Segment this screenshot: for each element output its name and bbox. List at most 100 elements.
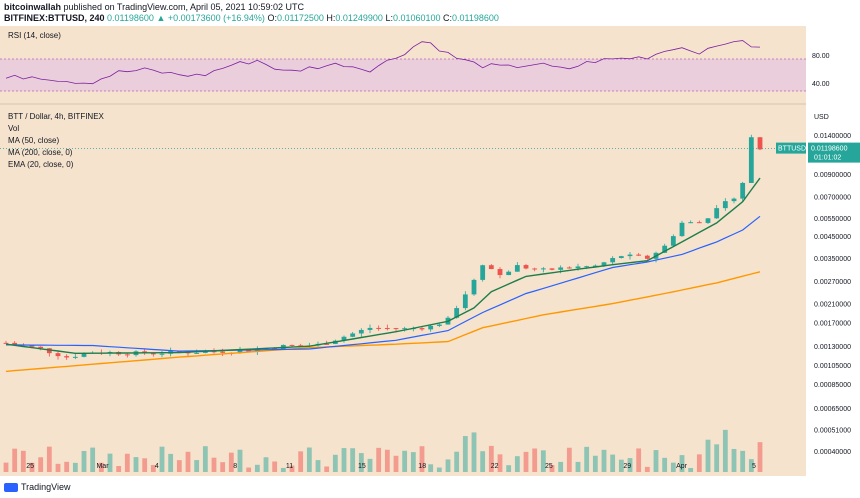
tradingview-logo-icon [4, 482, 18, 492]
candle-body [393, 328, 399, 330]
candle-body [610, 258, 616, 263]
candle-body [436, 324, 442, 326]
volume-bar [532, 448, 538, 472]
candle-body [64, 356, 70, 358]
candle-body [714, 208, 720, 219]
candle-body [194, 352, 200, 354]
candle-body [705, 218, 711, 223]
volume-bar [341, 448, 347, 472]
y-tick-label: 0.00700000 [814, 194, 851, 201]
publish-info: bitcoinwallah published on TradingView.c… [4, 2, 860, 12]
candle-body [150, 353, 156, 355]
volume-bar [523, 451, 529, 472]
candle-body [532, 268, 538, 270]
candle-body [722, 201, 728, 209]
volume-bar [38, 457, 44, 472]
volume-bar [176, 460, 182, 472]
volume-bar [29, 462, 35, 472]
volume-bar [306, 447, 312, 472]
y-tick-label: 0.01400000 [814, 133, 851, 140]
volume-bar [64, 461, 70, 472]
candle-body [324, 343, 330, 345]
candle-body [627, 254, 633, 257]
tradingview-footer[interactable]: TradingView [4, 482, 71, 492]
chart-background [0, 26, 806, 476]
candle-body [688, 222, 694, 224]
legend-vol: Vol [8, 124, 19, 133]
volume-bar [757, 442, 763, 472]
rsi-line [5, 40, 761, 85]
volume-bar [428, 464, 434, 472]
volume-bar [688, 467, 694, 472]
volume-bar [72, 462, 78, 472]
volume-bar [376, 447, 382, 472]
currency-label: USD [814, 114, 829, 121]
y-tick-label: 0.00130000 [814, 344, 851, 351]
legend-main: BTT / Dollar, 4h, BITFINEX [8, 112, 105, 121]
volume-bar [480, 451, 486, 472]
candle-body [246, 349, 252, 352]
volume-bar [12, 448, 18, 472]
y-tick-label: 0.00900000 [814, 172, 851, 179]
candle-body [454, 308, 460, 318]
badge-price-bg [808, 142, 860, 163]
symbol-bar: BITFINEX:BTTUSD, 240 0.01198600 ▲ +0.001… [4, 13, 860, 23]
candle-body [402, 328, 408, 330]
candle-body [46, 348, 52, 354]
volume-bar [159, 446, 165, 472]
volume-bar [592, 455, 598, 472]
volume-bar [367, 458, 373, 472]
rsi-band [0, 59, 806, 91]
candle-body [471, 279, 477, 295]
candle-body [3, 342, 9, 344]
y-tick-label: 0.00270000 [814, 279, 851, 286]
candle-body [618, 256, 624, 259]
candle-body [202, 351, 208, 353]
x-tick-label: 25 [545, 463, 553, 470]
volume-bar [610, 454, 616, 472]
ma50-line [6, 215, 761, 352]
y-tick-label: 0.00210000 [814, 302, 851, 309]
volume-bar [107, 453, 113, 472]
volume-bar [237, 449, 243, 472]
x-tick-label: 18 [418, 463, 426, 470]
badge-symbol-bg [776, 142, 806, 154]
candle-body [731, 198, 737, 202]
volume-bar [393, 455, 399, 472]
candle-body [740, 182, 746, 199]
x-tick-label: Mar [96, 463, 109, 470]
author-name[interactable]: bitcoinwallah [4, 2, 62, 12]
price-change: ▲ +0.00173600 (+16.94%) [156, 13, 265, 23]
x-tick-label: 5 [752, 463, 756, 470]
y-tick-label: 0.00450000 [814, 234, 851, 241]
x-tick-label: 15 [358, 463, 366, 470]
volume-bar [168, 453, 174, 472]
legend-ma200: MA (200, close, 0) [8, 148, 73, 157]
candle-body [124, 354, 130, 356]
candle-body [55, 353, 61, 357]
candle-body [211, 351, 217, 353]
volume-bar [246, 467, 252, 472]
volume-bar [202, 446, 208, 472]
volume-bar [90, 447, 96, 472]
volume-bar [81, 450, 87, 472]
candle-body [462, 294, 468, 309]
price-chart[interactable]: RSI (14, close) 80.00 40.00 BTT / Dollar… [0, 26, 860, 476]
x-tick-label: 4 [155, 463, 159, 470]
volume-bar [298, 451, 304, 472]
y-tick-label: 0.00051000 [814, 427, 851, 434]
legend-ma50: MA (50, close) [8, 136, 59, 145]
candle-body [480, 265, 486, 280]
candle-body [159, 353, 165, 355]
y-tick-label: 0.00085000 [814, 382, 851, 389]
volume-bar [714, 444, 720, 472]
volume-bar [315, 460, 321, 472]
volume-bar [142, 458, 148, 472]
chart-legend: BTT / Dollar, 4h, BITFINEX Vol MA (50, c… [8, 112, 105, 169]
candle-body [419, 328, 425, 330]
x-tick-label: Apr [676, 463, 688, 470]
published-text: published on TradingView.com, April 05, … [63, 2, 305, 12]
volume-bar [514, 456, 520, 472]
tradingview-brand: TradingView [21, 482, 71, 492]
candle-body [298, 345, 304, 347]
